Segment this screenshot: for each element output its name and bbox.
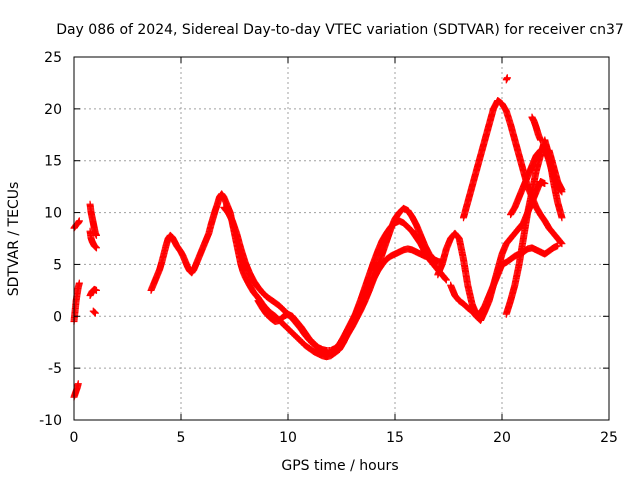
y-tick-label: 5 — [53, 257, 62, 273]
data-point — [554, 242, 562, 250]
series-early-g — [89, 307, 99, 317]
x-axis-label: GPS time / hours — [281, 458, 398, 474]
data-point — [91, 308, 99, 316]
data-point — [90, 308, 98, 316]
grid-layer — [74, 57, 609, 420]
data-point — [75, 279, 83, 287]
series-arc-late-6 — [528, 113, 545, 144]
y-tick-label: 10 — [44, 206, 62, 222]
data-point — [558, 214, 566, 222]
data-point — [558, 240, 566, 248]
series-early-c — [70, 217, 83, 232]
y-tick-label: 25 — [44, 50, 62, 66]
data-point — [537, 136, 545, 144]
data-point — [442, 276, 450, 284]
x-tick-label: 15 — [386, 430, 404, 446]
tick-layer: 0 5 10 15 20 25 -10 -5 0 5 10 15 20 25 — [39, 50, 618, 446]
series-early-a — [70, 380, 82, 401]
series-arc-late-7 — [545, 146, 566, 194]
y-tick-label: -5 — [48, 361, 62, 377]
x-tick-label: 20 — [493, 430, 511, 446]
y-tick-label: 20 — [44, 102, 62, 118]
series-early-b — [70, 279, 83, 325]
data-point — [75, 217, 83, 225]
data-point — [541, 180, 549, 188]
data-point — [558, 186, 566, 194]
data-point — [92, 231, 100, 239]
data-point — [442, 275, 450, 283]
data-point — [74, 380, 82, 388]
y-axis-label: SDTVAR / TECUs — [6, 182, 22, 297]
data-point — [92, 244, 100, 252]
series-arc-main-1 — [147, 190, 446, 361]
data-point — [91, 309, 99, 317]
data-point — [92, 286, 100, 294]
x-tick-label: 25 — [600, 430, 618, 446]
series-outlier — [502, 74, 511, 84]
y-tick-label: -10 — [39, 413, 62, 429]
data-layer — [70, 74, 566, 401]
series-early-e — [86, 227, 100, 252]
chart-title: Day 086 of 2024, Sidereal Day-to-day VTE… — [56, 22, 624, 38]
y-tick-label: 15 — [44, 154, 62, 170]
series-early-f — [86, 285, 100, 300]
data-point — [503, 74, 511, 82]
data-point — [557, 239, 565, 247]
data-point — [557, 238, 565, 246]
x-tick-label: 10 — [279, 430, 297, 446]
series-early-d — [86, 200, 100, 239]
x-tick-label: 0 — [70, 430, 79, 446]
x-tick-label: 5 — [177, 430, 186, 446]
y-tick-label: 0 — [53, 309, 62, 325]
plot-frame — [73, 56, 610, 421]
data-point — [441, 275, 449, 283]
series-arc-late-3 — [459, 97, 566, 248]
